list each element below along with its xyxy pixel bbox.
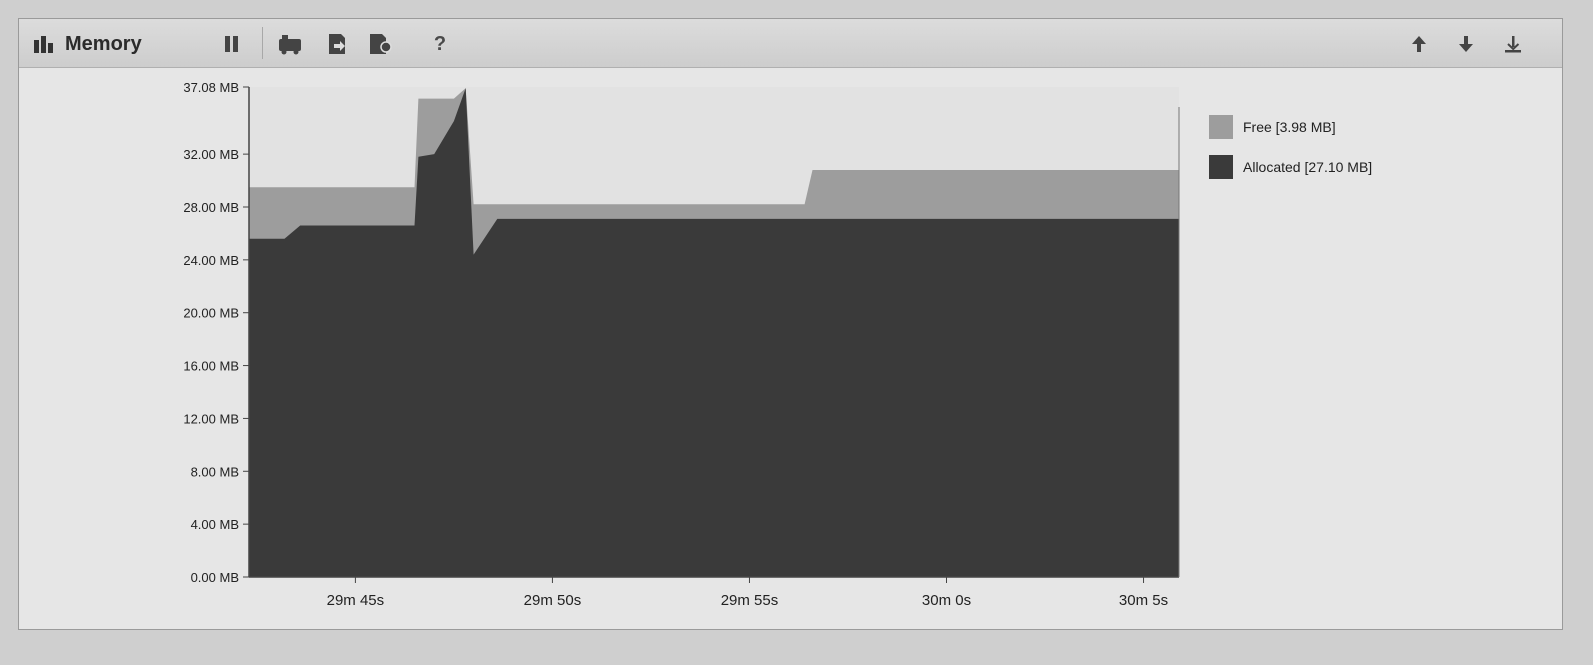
- allocation-tracking-icon[interactable]: [367, 31, 393, 57]
- y-tick-label: 37.08 MB: [183, 80, 239, 95]
- y-tick-label: 20.00 MB: [183, 306, 239, 321]
- legend-label: Allocated [27.10 MB]: [1243, 159, 1372, 175]
- bar-chart-icon: [34, 36, 53, 53]
- help-icon[interactable]: ?: [433, 32, 447, 55]
- legend-swatch: [1209, 155, 1233, 179]
- x-tick-label: 29m 50s: [524, 592, 582, 609]
- y-tick-label: 12.00 MB: [183, 411, 239, 426]
- y-tick-label: 4.00 MB: [191, 517, 239, 532]
- chart-area: 0.00 MB 4.00 MB 8.00 MB 12.00 MB 16.00 MB 20.…: [19, 67, 1562, 629]
- pause-icon[interactable]: [219, 31, 245, 57]
- x-tick-label: 30m 0s: [922, 592, 971, 609]
- y-tick-label: 0.00 MB: [191, 570, 239, 585]
- dump-heap-icon[interactable]: [324, 31, 350, 57]
- legend-label: Free [3.98 MB]: [1243, 119, 1336, 135]
- y-tick-label: 28.00 MB: [183, 200, 239, 215]
- y-tick-label: 16.00 MB: [183, 359, 239, 374]
- y-tick-label: 32.00 MB: [183, 147, 239, 162]
- x-tick-label: 29m 55s: [721, 592, 779, 609]
- arrow-down-icon[interactable]: [1453, 31, 1479, 57]
- tool-title: Memory: [33, 31, 142, 57]
- snap-bottom-icon[interactable]: [1500, 31, 1526, 57]
- allocated-area: [249, 88, 1179, 577]
- y-tick-label: 24.00 MB: [183, 253, 239, 268]
- tool-title-label: Memory: [65, 32, 142, 55]
- x-tick-label: 30m 5s: [1119, 592, 1168, 609]
- legend-swatch: [1209, 115, 1233, 139]
- initiate-gc-icon[interactable]: [277, 31, 303, 57]
- memory-monitor-window: Memory ? 0.00 MB 4.00: [18, 18, 1563, 630]
- arrow-up-icon[interactable]: [1406, 31, 1432, 57]
- memory-chart: 0.00 MB 4.00 MB 8.00 MB 12.00 MB 16.00 MB 20.…: [183, 80, 1372, 609]
- y-tick-label: 8.00 MB: [191, 464, 239, 479]
- toolbar-separator: [262, 27, 263, 59]
- x-tick-label: 29m 45s: [327, 592, 385, 609]
- toolbar: Memory ?: [19, 19, 1562, 68]
